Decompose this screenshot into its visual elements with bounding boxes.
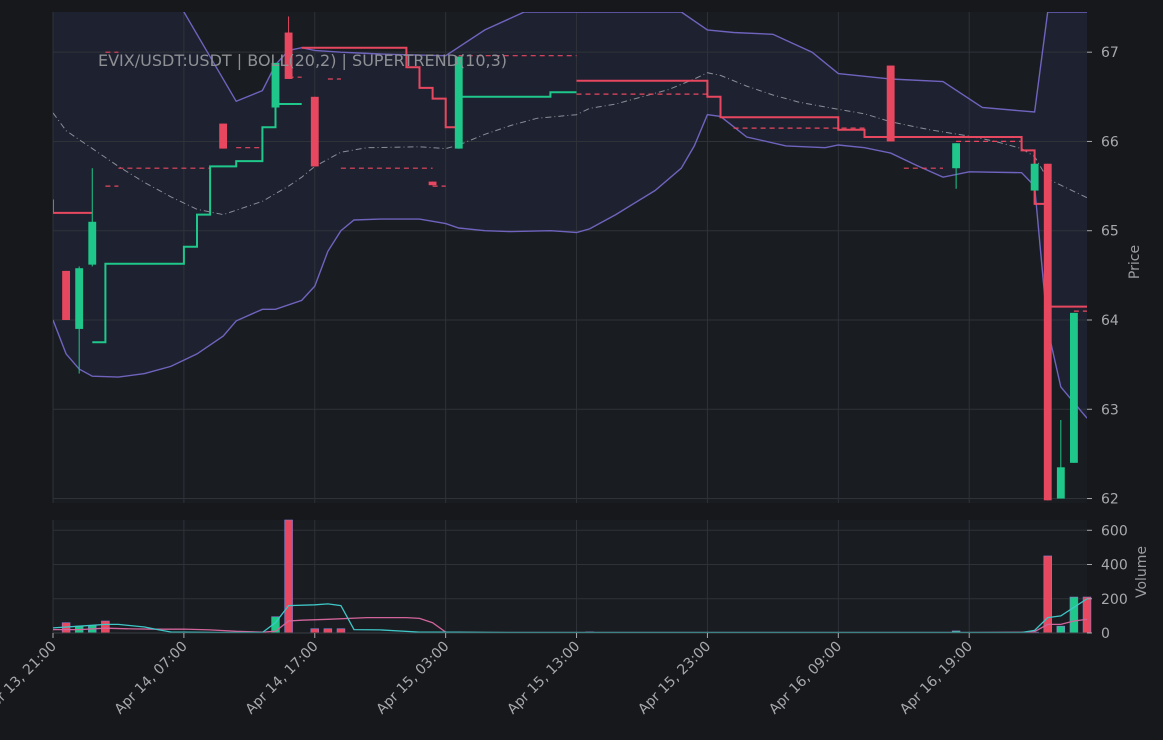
candle-body <box>1030 163 1039 191</box>
volume-bar <box>284 519 293 634</box>
volume-bar <box>101 620 110 634</box>
price-tick-label: 66 <box>1101 134 1119 150</box>
candle-body <box>62 270 71 320</box>
bollinger-lower-line <box>53 113 1087 419</box>
volume-bar <box>1069 596 1079 634</box>
candle-body <box>310 96 319 167</box>
volume-panel: 0 200 400 600 <box>52 519 1128 642</box>
chart-title: EVIX/USDT:USDT | BOLL(20,2) | SUPERTREND… <box>98 51 507 70</box>
candle-body <box>886 65 895 142</box>
candle-body <box>88 221 97 265</box>
candle-body <box>75 268 84 329</box>
volume-bar <box>1056 625 1066 634</box>
volume-tick-label: 0 <box>1101 626 1110 642</box>
price-axis-title: Price <box>1127 245 1143 279</box>
candle-body <box>454 56 463 149</box>
price-tick-label: 67 <box>1101 45 1119 61</box>
volume-bar <box>310 628 319 634</box>
candle-body <box>952 143 961 169</box>
supertrend-down-line <box>53 199 93 214</box>
candle-body <box>219 123 228 149</box>
volume-bar <box>1082 596 1092 634</box>
price-tick-label: 62 <box>1101 492 1119 508</box>
candle-body <box>284 32 293 79</box>
supertrend-down-line <box>576 79 1087 308</box>
volume-plot-area <box>53 520 1087 633</box>
candle-body <box>1069 312 1078 463</box>
bollinger-upper-line <box>183 12 1087 113</box>
price-tick-label: 63 <box>1101 402 1119 418</box>
price-tick-label: 65 <box>1101 224 1119 240</box>
candle-body <box>1043 163 1052 501</box>
price-panel: 62 63 64 65 66 67 <box>52 12 1119 508</box>
volume-tick-label: 200 <box>1101 592 1128 608</box>
volume-bar <box>1043 555 1052 634</box>
candle-body <box>271 62 280 108</box>
volume-tick-label: 400 <box>1101 558 1128 574</box>
candle-body <box>1056 467 1065 499</box>
volume-ma-line-cyan <box>52 598 1088 634</box>
supertrend-up-line <box>92 103 302 344</box>
price-series-group <box>53 12 1087 501</box>
supertrend-down-line <box>301 46 459 129</box>
bollinger-mid-line <box>53 72 1087 216</box>
volume-axis-title: Volume <box>1134 546 1150 598</box>
volume-bar <box>336 628 346 634</box>
candle-body <box>428 181 437 186</box>
volume-tick-label: 600 <box>1101 523 1128 539</box>
volume-bar <box>323 628 333 634</box>
price-tick-label: 64 <box>1101 313 1119 329</box>
